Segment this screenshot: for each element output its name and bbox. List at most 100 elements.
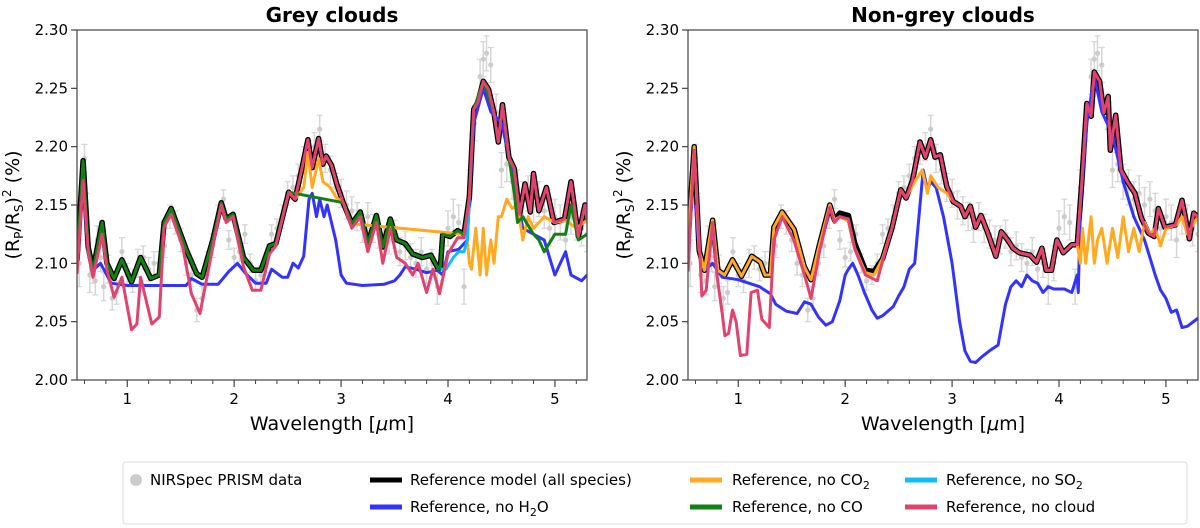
data-point — [456, 219, 462, 226]
series-line-reference-no-cloud — [77, 79, 587, 332]
panel-non-grey-clouds: Non-grey clouds 2.00 2.05 2.10 2.15 2.20 2.25 2… — [611, 3, 1199, 435]
data-point — [349, 208, 355, 214]
data-point — [226, 237, 232, 243]
data-point — [483, 50, 490, 56]
data-point — [805, 307, 811, 313]
series-line-reference-no-co2 — [287, 151, 587, 277]
x-tick-label: 4 — [1054, 390, 1064, 408]
data-point — [418, 249, 424, 255]
y-axis-label: (RP/RS)2 (%) — [0, 150, 26, 259]
data-point — [151, 260, 157, 266]
legend-item-label-suffix: O — [537, 498, 549, 516]
x-tick-label: 2 — [229, 390, 239, 408]
data-point — [1195, 231, 1198, 237]
y-tick-label: 2.20 — [35, 138, 68, 156]
data-point — [563, 237, 569, 243]
data-point — [268, 231, 275, 237]
legend-item-label: Reference model (all species) — [410, 471, 632, 489]
y-tick-label: 2.10 — [646, 254, 679, 272]
data-point — [258, 272, 264, 278]
chart-title: Grey clouds — [266, 3, 399, 27]
legend-item-label-text: Reference, no CO — [732, 471, 863, 489]
data-point — [290, 184, 296, 191]
y-tick-label: 2.10 — [35, 254, 68, 272]
data-point — [1099, 62, 1105, 68]
legend-item-label: Reference, no CO2 — [732, 471, 870, 492]
data-point — [97, 254, 104, 261]
legend-item-label: Reference, no cloud — [946, 498, 1095, 516]
data-point — [794, 260, 800, 266]
y-tick-label: 2.30 — [646, 21, 679, 39]
legend-item-label-subscript: 2 — [530, 506, 537, 519]
y-axis-label-part: 2 — [611, 189, 625, 197]
legend-item-label-subscript: 2 — [1076, 479, 1083, 492]
x-axis-label-part: μ — [375, 413, 388, 435]
data-point — [498, 167, 505, 173]
data-point — [831, 196, 838, 202]
legend-item-label-text: Reference, no SO — [946, 471, 1076, 489]
y-axis-label: (RP/RS)2 (%) — [611, 150, 637, 259]
data-point — [1147, 196, 1153, 202]
x-tick-label: 3 — [336, 390, 346, 408]
legend-item-label-text: Reference, no cloud — [946, 498, 1095, 516]
data-point — [1094, 50, 1101, 56]
data-point — [879, 231, 886, 237]
y-tick-label: 2.30 — [35, 21, 68, 39]
data-point — [1056, 225, 1062, 231]
x-axis-label-part: m] — [999, 413, 1025, 435]
y-axis-label-part: (R — [613, 239, 635, 260]
data-point — [712, 284, 718, 290]
y-axis-label-part: (%) — [613, 150, 635, 189]
axes-frame — [687, 29, 1199, 381]
x-tick-label: 4 — [443, 390, 453, 408]
y-axis-label-part: S — [12, 204, 26, 212]
x-axis-label-part: m] — [388, 413, 414, 435]
legend: NIRSpec PRISM data Reference model (all … — [122, 461, 1188, 525]
x-tick-label: 5 — [1161, 390, 1171, 408]
y-axis-label-part: (R — [2, 239, 24, 260]
data-point — [1067, 219, 1073, 226]
legend-item-label-text: Reference, no CO — [732, 498, 863, 516]
data-point — [1091, 56, 1097, 62]
legend-item-label: Reference, no CO — [732, 498, 863, 516]
data-point — [450, 214, 456, 220]
y-axis-label-part: ) — [613, 197, 635, 204]
data-point — [863, 278, 870, 284]
y-tick-label: 2.15 — [646, 196, 679, 214]
legend-data-label: NIRSpec PRISM data — [150, 471, 302, 489]
data-point — [1024, 260, 1030, 266]
data-point — [504, 161, 510, 167]
y-tick-label: 2.00 — [35, 371, 68, 389]
data-point — [724, 289, 731, 296]
data-point — [461, 284, 467, 290]
y-tick-label: 2.05 — [35, 313, 68, 331]
x-axis-label-part: Wavelength [ — [861, 413, 987, 435]
legend-item-label: Reference, no SO2 — [946, 471, 1083, 492]
plot-area — [688, 35, 1198, 364]
data-point — [480, 56, 486, 62]
data-point — [1109, 167, 1116, 173]
data-point — [101, 284, 107, 290]
y-axis-label-part: (%) — [2, 150, 24, 189]
y-tick-label: 2.25 — [646, 79, 679, 97]
chart-title: Non-grey clouds — [851, 3, 1035, 27]
series-line-reference-no-cloud — [688, 70, 1198, 357]
legend-item-label-text: Reference model (all species) — [410, 471, 632, 489]
data-point — [242, 231, 248, 237]
legend-item-label-text: Reference, no H — [410, 498, 530, 516]
data-point — [842, 254, 848, 261]
data-point — [231, 254, 237, 261]
y-tick-label: 2.25 — [35, 79, 68, 97]
y-tick-label: 2.00 — [646, 371, 679, 389]
y-axis-label-part: P — [12, 232, 26, 239]
data-point — [720, 295, 726, 301]
data-point — [1141, 202, 1148, 208]
data-point — [1035, 266, 1041, 272]
data-point — [445, 225, 451, 231]
x-tick-label: 1 — [733, 390, 743, 408]
data-point — [730, 249, 736, 255]
y-axis-label-part: /R — [613, 212, 635, 232]
y-tick-label: 2.15 — [35, 196, 68, 214]
x-tick-label: 1 — [122, 390, 132, 408]
data-point — [365, 214, 371, 220]
